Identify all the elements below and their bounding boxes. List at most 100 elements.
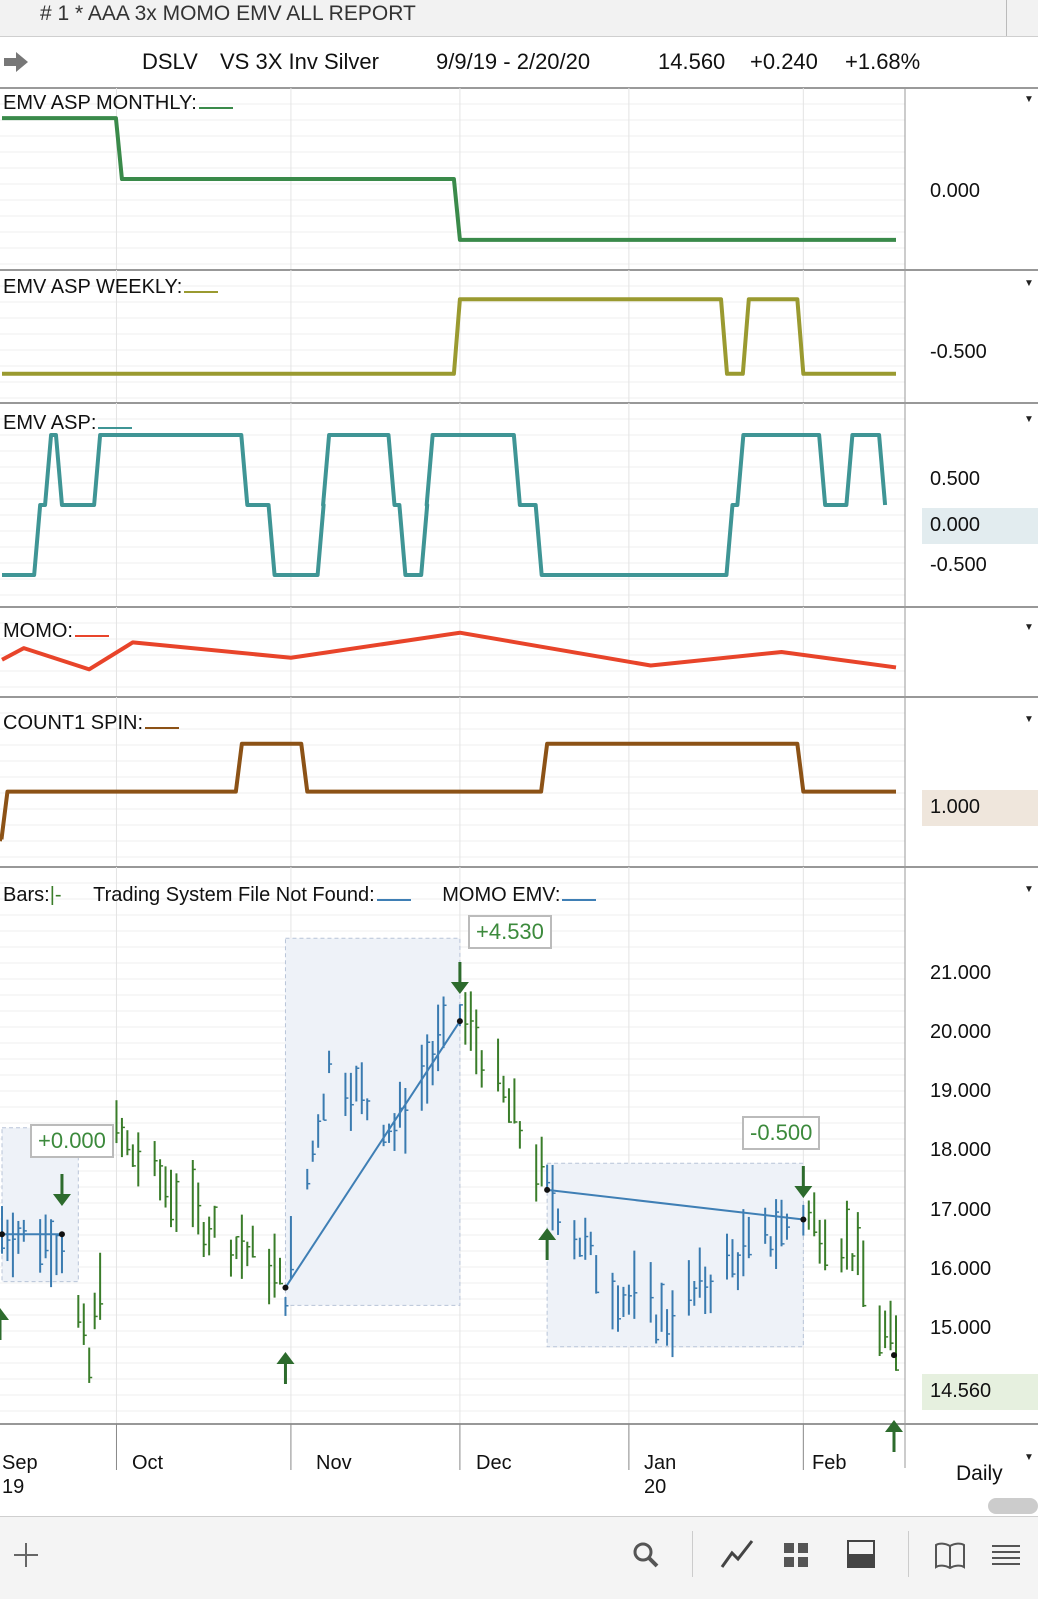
interval-selector[interactable]: Daily (956, 1462, 1003, 1485)
trade-annotation: -0.500 (742, 1116, 821, 1150)
search-icon[interactable] (632, 1541, 660, 1569)
arrow-head (794, 1186, 813, 1198)
momo-label-text: MOMO: (3, 620, 73, 642)
momo-series-line (1, 630, 897, 672)
layout-grid-icon[interactable] (782, 1541, 810, 1569)
bars-label: Bars: (3, 884, 50, 906)
price-change-pct: +1.68% (845, 49, 921, 74)
chevron-down-icon[interactable]: ▼ (1024, 622, 1034, 633)
price-axis-label: 21.000 (930, 961, 992, 984)
asp-current-value: 0.000 (930, 514, 981, 536)
bars-glyph: |- (49, 884, 62, 906)
sell-arrow-icon (794, 1166, 813, 1198)
symbol-name: VS 3X Inv Silver (220, 49, 379, 74)
count-series-line (0, 741, 896, 842)
chevron-down-icon[interactable]: ▼ (1024, 414, 1034, 425)
trade-entry-dot (282, 1284, 289, 1291)
menu-icon[interactable] (990, 1543, 1022, 1567)
buy-arrow-icon (0, 1308, 9, 1340)
month-label: Sep (2, 1452, 38, 1474)
price-current-value: 14.560 (930, 1380, 992, 1402)
arrow-head (276, 1352, 295, 1364)
axis-asp-2: -0.500 (930, 554, 987, 576)
trade-exit-dot (58, 1231, 65, 1238)
trade-line (284, 1020, 461, 1289)
price-axis-label: 17.000 (930, 1198, 992, 1221)
price-axis-label: 18.000 (930, 1139, 992, 1162)
last-price: 14.560 (658, 49, 726, 74)
bottom-toolbar (0, 1516, 1038, 1599)
axis-weekly-0: -0.500 (930, 341, 987, 363)
tsf-label: Trading System File Not Found: (93, 884, 375, 906)
date-range: 9/9/19 - 2/20/20 (436, 49, 591, 74)
toolbar-divider (692, 1531, 693, 1577)
count-current-value: 1.000 (930, 796, 981, 818)
weekly-swatch (184, 291, 219, 293)
price-axis-label: 20.000 (930, 1021, 992, 1043)
count-current-tag: 1.000 (922, 790, 1038, 826)
trade-exit-dot (456, 1018, 463, 1025)
window-title: # 1 * AAA 3x MOMO EMV ALL REPORT (40, 2, 416, 25)
symbol-info-bar: DSLV VS 3X Inv Silver 9/9/19 - 2/20/20 1… (0, 37, 1038, 89)
price-change: +0.240 (750, 49, 818, 74)
last-price-dot (891, 1352, 897, 1359)
momo-swatch (75, 635, 109, 637)
trade-entry-dot (0, 1231, 5, 1238)
price-axis-label: 19.000 (930, 1080, 992, 1103)
chart-area[interactable] (0, 88, 1038, 1518)
year-label: 20 (644, 1476, 667, 1498)
panel-label-price: Bars:|- Trading System File Not Found: M… (3, 884, 597, 907)
trade-line (547, 1188, 804, 1221)
arrow-right-icon[interactable] (2, 50, 30, 74)
buy-arrow-icon (885, 1420, 903, 1452)
axis-asp-0: 0.500 (930, 468, 981, 490)
sell-arrow-icon (52, 1174, 71, 1206)
sell-arrow-icon (450, 962, 469, 994)
chevron-down-icon[interactable]: ▼ (1024, 714, 1034, 725)
chevron-down-icon[interactable]: ▼ (1024, 94, 1034, 105)
panel-label-momo: MOMO: (3, 620, 109, 643)
symbol[interactable]: DSLV (142, 49, 198, 74)
chevron-down-icon[interactable]: ▼ (1024, 1452, 1034, 1463)
price-axis-label: 16.000 (930, 1257, 992, 1280)
asp-swatch (98, 427, 133, 429)
price-axis-label: 15.000 (930, 1317, 992, 1340)
titlebar-divider (1006, 0, 1007, 36)
panel-icon[interactable] (846, 1539, 876, 1569)
trade-annotation: +0.000 (30, 1124, 114, 1158)
momo-emv-label: MOMO EMV: (442, 884, 561, 906)
panel-label-asp: EMV ASP: (3, 412, 133, 435)
arrow-head (450, 982, 469, 994)
asp-current-tag: 0.000 (922, 508, 1038, 544)
month-label: Jan (644, 1452, 677, 1474)
book-icon[interactable] (934, 1541, 966, 1569)
monthly-series-line (2, 116, 896, 242)
trade-box (284, 937, 461, 1306)
price-current-tag: 14.560 (922, 1374, 1038, 1410)
tsf-swatch (376, 899, 411, 901)
month-label: Nov (316, 1452, 352, 1474)
weekly-label-text: EMV ASP WEEKLY: (3, 276, 183, 298)
asp-label-text: EMV ASP: (3, 412, 97, 434)
panel-label-monthly: EMV ASP MONTHLY: (3, 92, 233, 115)
axis-monthly-0: 0.000 (930, 180, 981, 202)
weekly-series-line (2, 297, 896, 376)
panel-label-weekly: EMV ASP WEEKLY: (3, 276, 219, 299)
panel-label-count: COUNT1 SPIN: (3, 712, 180, 735)
buy-arrow-icon (276, 1352, 295, 1384)
chevron-down-icon[interactable]: ▼ (1024, 278, 1034, 289)
count-label-text: COUNT1 SPIN: (3, 712, 144, 734)
arrow-head (885, 1420, 903, 1432)
momo-emv-swatch (562, 899, 597, 901)
month-label: Dec (476, 1452, 512, 1474)
plus-icon[interactable] (12, 1541, 40, 1569)
toolbar-divider (908, 1531, 909, 1577)
chart-style-icon[interactable] (720, 1539, 754, 1569)
arrow-head (538, 1228, 557, 1240)
buy-arrow-icon (538, 1228, 557, 1260)
trade-annotation: +4.530 (468, 915, 552, 949)
chevron-down-icon[interactable]: ▼ (1024, 884, 1034, 895)
arrow-head (0, 1308, 9, 1320)
horizontal-scrollbar[interactable] (988, 1498, 1038, 1514)
count-swatch (145, 727, 180, 729)
